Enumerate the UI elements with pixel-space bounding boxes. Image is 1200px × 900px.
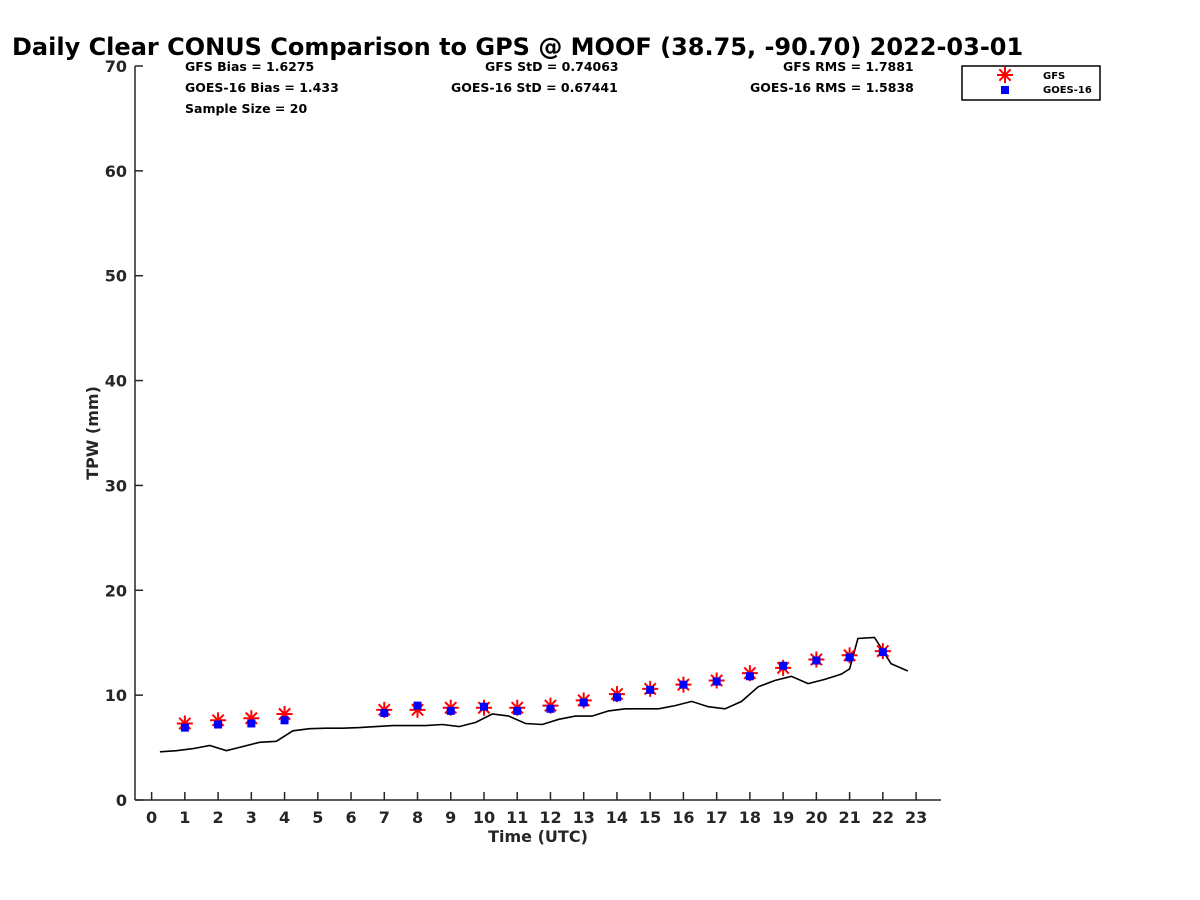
x-tick-label: 21 xyxy=(838,808,860,827)
x-tick-label: 19 xyxy=(772,808,794,827)
goes16-point xyxy=(446,706,455,715)
chart-title: Daily Clear CONUS Comparison to GPS @ MO… xyxy=(12,33,1023,61)
x-tick-label: 20 xyxy=(805,808,827,827)
goes16-point xyxy=(247,719,256,728)
goes16-point xyxy=(546,704,555,713)
x-tick-label: 15 xyxy=(639,808,661,827)
goes16-point xyxy=(280,716,289,725)
goes-std-stat: GOES-16 StD = 0.67441 xyxy=(451,80,618,95)
x-tick-label: 13 xyxy=(573,808,595,827)
x-tick-label: 8 xyxy=(412,808,423,827)
y-tick-label: 20 xyxy=(105,581,127,600)
goes16-point xyxy=(745,672,754,681)
legend-gfs-label: GFS xyxy=(1043,71,1065,82)
y-tick-label: 70 xyxy=(105,57,127,76)
goes16-point xyxy=(214,720,223,729)
gfs-std-stat: GFS StD = 0.74063 xyxy=(485,59,619,74)
y-tick-label: 0 xyxy=(116,791,127,810)
legend-goes-marker xyxy=(1001,86,1009,94)
x-tick-label: 23 xyxy=(905,808,927,827)
x-tick-label: 7 xyxy=(379,808,390,827)
y-tick-label: 60 xyxy=(105,162,127,181)
legend-gfs-marker xyxy=(997,67,1013,83)
plot-area xyxy=(159,636,909,753)
gfs-rms-stat: GFS RMS = 1.7881 xyxy=(783,59,914,74)
y-ticks: 0 10 20 30 40 50 60 70 xyxy=(105,57,143,810)
x-tick-label: 0 xyxy=(146,808,157,827)
x-tick-label: 16 xyxy=(672,808,694,827)
x-tick-label: 22 xyxy=(872,808,894,827)
x-tick-label: 3 xyxy=(246,808,257,827)
legend: GFS GOES-16 xyxy=(961,65,1101,101)
x-tick-label: 11 xyxy=(506,808,528,827)
legend-box xyxy=(961,65,1101,101)
x-tick-label: 18 xyxy=(739,808,761,827)
goes16-point xyxy=(479,702,488,711)
goes16-point xyxy=(513,706,522,715)
x-tick-label: 12 xyxy=(539,808,561,827)
goes16-point xyxy=(180,723,189,732)
sample-size-stat: Sample Size = 20 xyxy=(185,101,307,116)
y-tick-label: 40 xyxy=(105,372,127,391)
x-tick-label: 14 xyxy=(606,808,628,827)
legend-goes-label: GOES-16 xyxy=(1043,85,1092,96)
goes16-point xyxy=(413,701,422,710)
goes16-point xyxy=(779,661,788,670)
goes16-point xyxy=(612,693,621,702)
y-tick-label: 10 xyxy=(105,686,127,705)
gfs-legend-symbol xyxy=(997,67,1013,83)
y-axis-label: TPW (mm) xyxy=(83,386,102,480)
x-tick-label: 1 xyxy=(179,808,190,827)
goes16-point xyxy=(646,685,655,694)
x-tick-label: 2 xyxy=(213,808,224,827)
goes16-point xyxy=(712,677,721,686)
goes-rms-stat: GOES-16 RMS = 1.5838 xyxy=(750,80,914,95)
x-tick-label: 17 xyxy=(706,808,728,827)
y-tick-label: 50 xyxy=(105,267,127,286)
goes16-point xyxy=(679,680,688,689)
x-tick-label: 5 xyxy=(312,808,323,827)
x-tick-label: 9 xyxy=(445,808,456,827)
gfs-bias-stat: GFS Bias = 1.6275 xyxy=(185,59,314,74)
goes16-point xyxy=(878,648,887,657)
x-tick-label: 10 xyxy=(473,808,495,827)
gps-series-line xyxy=(159,636,909,753)
goes16-point xyxy=(380,708,389,717)
y-tick-label: 30 xyxy=(105,476,127,495)
x-axis-label: Time (UTC) xyxy=(488,827,588,846)
goes16-point xyxy=(812,656,821,665)
x-tick-label: 6 xyxy=(345,808,356,827)
x-tick-label: 4 xyxy=(279,808,290,827)
x-ticks: 0 1 2 3 4 5 6 7 8 9 10 11 12 13 14 15 16 17 18 19 20 21 22 23 xyxy=(146,792,927,827)
goes-bias-stat: GOES-16 Bias = 1.433 xyxy=(185,80,339,95)
goes16-point xyxy=(579,698,588,707)
goes16-point xyxy=(845,653,854,662)
goes16-legend-symbol xyxy=(1001,86,1009,94)
